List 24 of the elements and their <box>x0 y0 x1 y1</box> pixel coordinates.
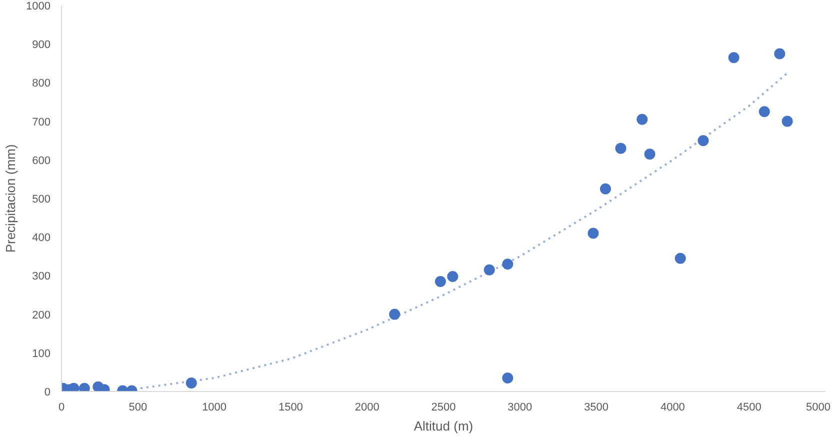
x-tick-label: 0 <box>58 402 65 414</box>
y-axis-title: Precipitacion (mm) <box>3 144 18 253</box>
y-tick-label: 700 <box>32 116 51 128</box>
x-axis-title: Altitud (m) <box>414 418 474 434</box>
x-tick-label: 500 <box>128 402 148 414</box>
x-tick-label: 4000 <box>660 402 685 414</box>
x-tick-label: 5000 <box>806 402 831 414</box>
y-tick-label: 0 <box>44 386 51 398</box>
x-tick-label: 1000 <box>202 402 227 414</box>
y-tick-label: 600 <box>32 154 51 167</box>
y-tick-label: 1000 <box>26 0 51 12</box>
x-tick-label: 2000 <box>354 402 380 414</box>
x-tick-label: 2500 <box>431 402 456 414</box>
y-tick-label: 200 <box>32 309 51 322</box>
x-tick-label: 1500 <box>278 402 303 414</box>
y-tick-label: 300 <box>32 270 51 283</box>
y-tick-label: 500 <box>32 194 51 206</box>
x-tick-label: 3000 <box>508 402 532 414</box>
y-tick-label: 800 <box>32 78 51 90</box>
x-tick-label: 4500 <box>736 402 762 414</box>
y-tick-label: 400 <box>32 232 51 244</box>
y-tick-label: 100 <box>32 348 51 360</box>
x-tick-label: 3500 <box>584 402 609 414</box>
y-tick-label: 900 <box>32 39 51 52</box>
